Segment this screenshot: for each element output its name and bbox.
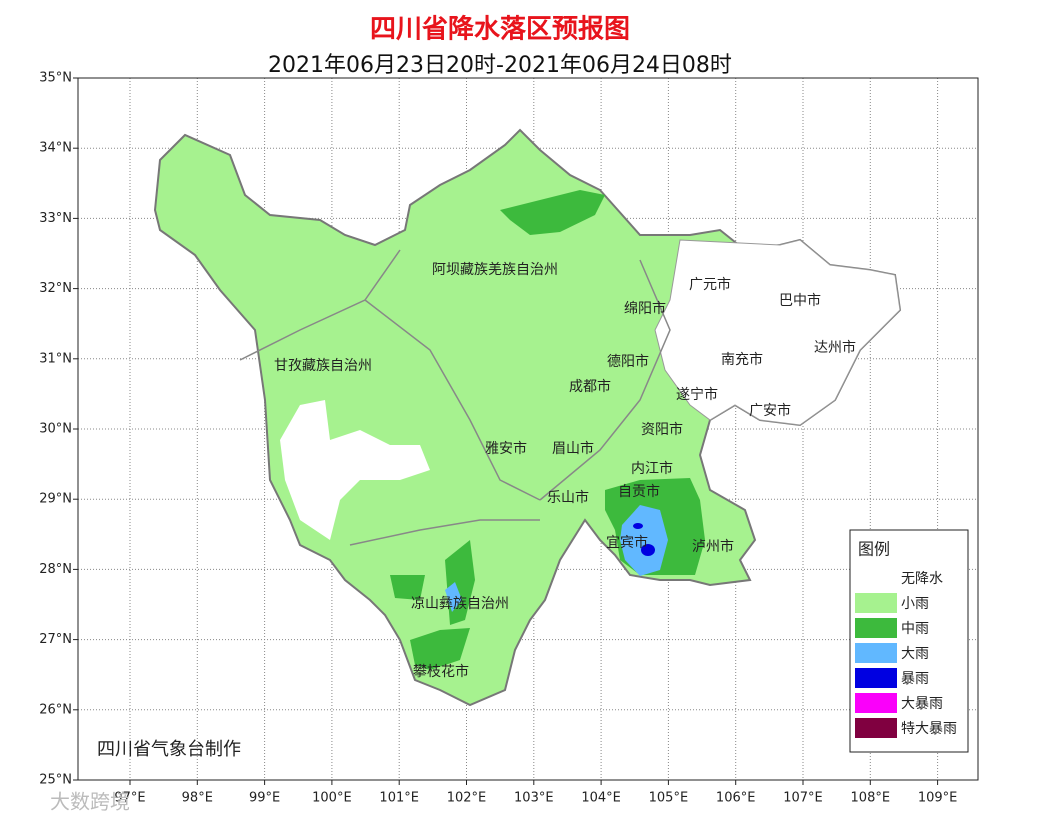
moderate-rain: [390, 575, 425, 600]
region-label: 眉山市: [552, 440, 594, 457]
watermark: 大数跨境: [50, 790, 130, 814]
legend-label: 小雨: [901, 596, 929, 612]
lat-label: 35°N: [39, 71, 72, 86]
boundary: [539, 259, 671, 501]
lon-label: 106°E: [716, 791, 756, 806]
legend-swatch: [855, 693, 897, 713]
region-label: 泸州市: [692, 538, 734, 555]
no-rain-area: [280, 400, 430, 540]
lat-label: 29°N: [39, 492, 72, 507]
lon-label: 105°E: [649, 791, 689, 806]
region-label: 阿坝藏族羌族自治州: [432, 262, 558, 278]
region-label: 资阳市: [641, 421, 683, 438]
boundary: [239, 249, 401, 361]
province-shape: [153, 128, 902, 707]
lon-label: 107°E: [783, 791, 823, 806]
rainstorm: [633, 523, 643, 529]
boundary: [364, 299, 541, 501]
legend-title: 图例: [858, 540, 890, 559]
legend-label: 特大暴雨: [901, 721, 957, 737]
moderate-rain: [500, 190, 605, 235]
legend-swatch: [855, 668, 897, 688]
region-label: 内江市: [631, 460, 673, 477]
region-label: 凉山彝族自治州: [411, 596, 509, 612]
region-label: 甘孜藏族自治州: [274, 358, 372, 374]
lat-label: 27°N: [39, 632, 72, 647]
lat-label: 32°N: [39, 281, 72, 296]
region-label: 广安市: [749, 402, 791, 419]
legend-swatch: [855, 568, 897, 588]
region-label: 雅安市: [485, 440, 527, 457]
lon-label: 100°E: [312, 791, 352, 806]
region-label: 宜宾市: [606, 534, 648, 551]
region-label: 遂宁市: [676, 386, 718, 403]
legend-swatch: [855, 718, 897, 738]
moderate-rain: [410, 628, 470, 670]
region-label: 广元市: [689, 276, 731, 293]
lon-label: 103°E: [514, 791, 554, 806]
lon-label: 104°E: [581, 791, 621, 806]
credit: 四川省气象台制作: [97, 739, 241, 760]
legend-label: 中雨: [901, 621, 929, 637]
heavy-rain: [445, 582, 462, 612]
legend-label: 大暴雨: [901, 696, 943, 712]
map-frame: [77, 77, 979, 781]
lat-label: 26°N: [39, 702, 72, 717]
lon-label: 97°E: [114, 791, 145, 806]
region-label: 攀枝花市: [413, 663, 469, 680]
region-label: 巴中市: [779, 292, 821, 309]
region-label: 绵阳市: [624, 300, 666, 317]
region-label: 自贡市: [618, 483, 660, 500]
lat-label: 30°N: [39, 422, 72, 437]
legend-label: 暴雨: [901, 671, 929, 687]
no-rain-area: [654, 239, 901, 426]
legend-swatch: [855, 593, 897, 613]
lon-label: 101°E: [379, 791, 419, 806]
lon-label: 102°E: [447, 791, 487, 806]
rainstorm: [641, 544, 655, 556]
lon-label: 99°E: [249, 791, 280, 806]
region-label: 德阳市: [607, 353, 649, 370]
subtitle: 2021年06月23日20时-2021年06月24日08时: [268, 53, 732, 78]
lat-label: 28°N: [39, 562, 72, 577]
region-label: 乐山市: [547, 489, 589, 506]
heavy-rain: [620, 505, 668, 576]
region-label: 达州市: [814, 339, 856, 356]
legend-swatch: [855, 618, 897, 638]
lon-label: 108°E: [851, 791, 891, 806]
lat-label: 25°N: [39, 773, 72, 788]
boundary: [349, 519, 540, 546]
lon-label: 98°E: [182, 791, 213, 806]
legend-label: 大雨: [901, 646, 929, 662]
region-label: 成都市: [569, 378, 611, 395]
title: 四川省降水落区预报图: [370, 14, 630, 45]
legend-label: 无降水: [901, 571, 943, 587]
lat-label: 31°N: [39, 351, 72, 366]
lat-label: 34°N: [39, 141, 72, 156]
lat-label: 33°N: [39, 211, 72, 226]
legend-box: [849, 529, 969, 753]
legend-swatch: [855, 643, 897, 663]
lon-label: 109°E: [918, 791, 958, 806]
region-label: 南充市: [721, 351, 763, 368]
